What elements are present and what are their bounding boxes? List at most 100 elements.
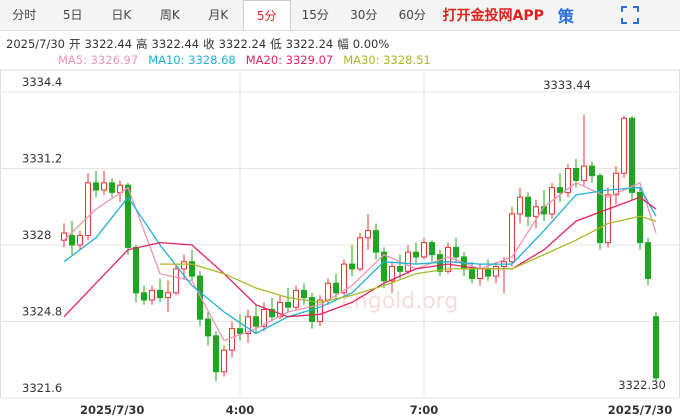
tab[interactable]: 日K bbox=[111, 8, 132, 22]
tab[interactable]: 5日 bbox=[62, 8, 83, 22]
candle-body bbox=[549, 187, 555, 215]
expand-icon[interactable] bbox=[620, 5, 640, 25]
tab[interactable]: 月K bbox=[208, 8, 229, 22]
high-label: 3333.44 bbox=[543, 78, 591, 92]
candle-body bbox=[165, 292, 171, 299]
candle-body bbox=[541, 206, 547, 215]
candle-body bbox=[469, 268, 475, 279]
candle-body bbox=[597, 175, 603, 244]
legend-entry: MA10: 3328.68 bbox=[148, 53, 236, 67]
candle-body bbox=[485, 268, 491, 277]
ma-line bbox=[63, 196, 657, 318]
candle-body bbox=[277, 301, 283, 318]
strategy-button[interactable]: 策 bbox=[557, 7, 574, 26]
tab[interactable]: 分时 bbox=[12, 8, 37, 22]
candle-body bbox=[533, 206, 539, 217]
candle-body bbox=[373, 230, 379, 253]
candle-body bbox=[573, 168, 579, 181]
x-tick-label: 4:00 bbox=[226, 403, 255, 417]
candle-body bbox=[645, 242, 651, 279]
candle-body bbox=[477, 268, 483, 279]
candle-body bbox=[629, 117, 635, 193]
y-tick-label: 3321.6 bbox=[22, 381, 62, 395]
info-label: 开 bbox=[68, 37, 81, 51]
candle-body bbox=[173, 268, 179, 294]
ma-line bbox=[63, 186, 657, 335]
candle-body bbox=[621, 117, 627, 174]
info-value: 3322.44 bbox=[151, 37, 200, 51]
y-tick-label: 3328 bbox=[22, 228, 51, 242]
candle-body bbox=[221, 349, 227, 373]
candle-body bbox=[109, 182, 115, 193]
tab[interactable]: 15分 bbox=[301, 8, 329, 22]
candle-body bbox=[61, 232, 67, 241]
candle-body bbox=[197, 275, 203, 320]
x-tick-label: 2025/7/30 bbox=[80, 403, 144, 417]
candle-body bbox=[357, 237, 363, 270]
ma-line bbox=[63, 181, 657, 342]
y-tick-label: 3331.2 bbox=[22, 152, 62, 166]
candle-body bbox=[205, 318, 211, 337]
legend-entry: MA20: 3329.07 bbox=[245, 53, 334, 67]
candle-body bbox=[261, 309, 267, 327]
candle-body bbox=[69, 234, 75, 246]
x-tick-label: 2025/7/30 bbox=[608, 403, 672, 417]
legend: MA5: 3326.97 MA10: 3328.68 MA20: 3329.07 MA… bbox=[58, 53, 441, 67]
app-link[interactable]: 打开金投网APP bbox=[442, 8, 544, 24]
candle-body bbox=[317, 299, 323, 322]
candle-body bbox=[341, 263, 347, 294]
candle-body bbox=[605, 194, 611, 244]
tab-bar: 分时 5日 日K 周K 月K 5分 15分 30分 60分 打开金投网APP 策 bbox=[0, 0, 680, 31]
candle-body bbox=[301, 289, 307, 299]
y-tick-label: 3334.4 bbox=[22, 75, 62, 89]
candle-body bbox=[269, 309, 275, 318]
candle-body bbox=[365, 230, 371, 239]
tab[interactable]: 30分 bbox=[350, 8, 378, 22]
candle-body bbox=[405, 251, 411, 272]
candle-body bbox=[413, 251, 419, 258]
plot-border bbox=[0, 69, 680, 399]
low-label: 3322.30 bbox=[618, 378, 666, 392]
info-label: 低 bbox=[270, 37, 282, 51]
tab[interactable]: 周K bbox=[159, 8, 180, 22]
ma-line bbox=[160, 215, 657, 304]
candle-body bbox=[653, 316, 659, 379]
candle-body bbox=[509, 213, 515, 263]
candle-body bbox=[141, 292, 147, 301]
info-label: 收 bbox=[203, 37, 215, 51]
candle-body bbox=[237, 328, 243, 334]
y-tick-label: 3324.8 bbox=[22, 305, 62, 319]
tab[interactable]: 5分 bbox=[242, 0, 291, 30]
candle-body bbox=[461, 256, 467, 270]
candle-body bbox=[445, 246, 451, 272]
info-value: 3322.24 bbox=[285, 37, 334, 51]
candle-body bbox=[437, 254, 443, 272]
info-label: 幅 bbox=[337, 37, 349, 51]
candle-body bbox=[85, 182, 91, 236]
candle-body bbox=[421, 242, 427, 258]
ohlc-row: 2025/7/30 开 3322.44 高 3322.44 收 3322.24 低 3322.2… bbox=[6, 36, 393, 52]
watermark: cngold.org bbox=[342, 289, 459, 314]
candle-body bbox=[181, 261, 187, 270]
candle-body bbox=[501, 261, 507, 268]
info-value: 0.00% bbox=[352, 37, 390, 51]
tab[interactable]: 60分 bbox=[398, 8, 426, 22]
candle-body bbox=[93, 182, 99, 191]
candle-body bbox=[245, 316, 251, 334]
candle-body bbox=[429, 242, 435, 256]
candle-body bbox=[525, 196, 531, 217]
candle-body bbox=[637, 191, 643, 244]
info-value: 3322.24 bbox=[218, 37, 267, 51]
candle-body bbox=[157, 289, 163, 299]
candle-body bbox=[381, 251, 387, 282]
candle-body bbox=[613, 172, 619, 196]
candle-body bbox=[285, 301, 291, 308]
candle-body bbox=[309, 297, 315, 322]
candle-body bbox=[493, 266, 499, 277]
candle-body bbox=[389, 266, 395, 282]
candle-body bbox=[517, 196, 523, 215]
candle-body bbox=[397, 266, 403, 272]
candle-body bbox=[557, 187, 563, 193]
candle-body bbox=[349, 263, 355, 270]
candle-body bbox=[189, 261, 195, 277]
